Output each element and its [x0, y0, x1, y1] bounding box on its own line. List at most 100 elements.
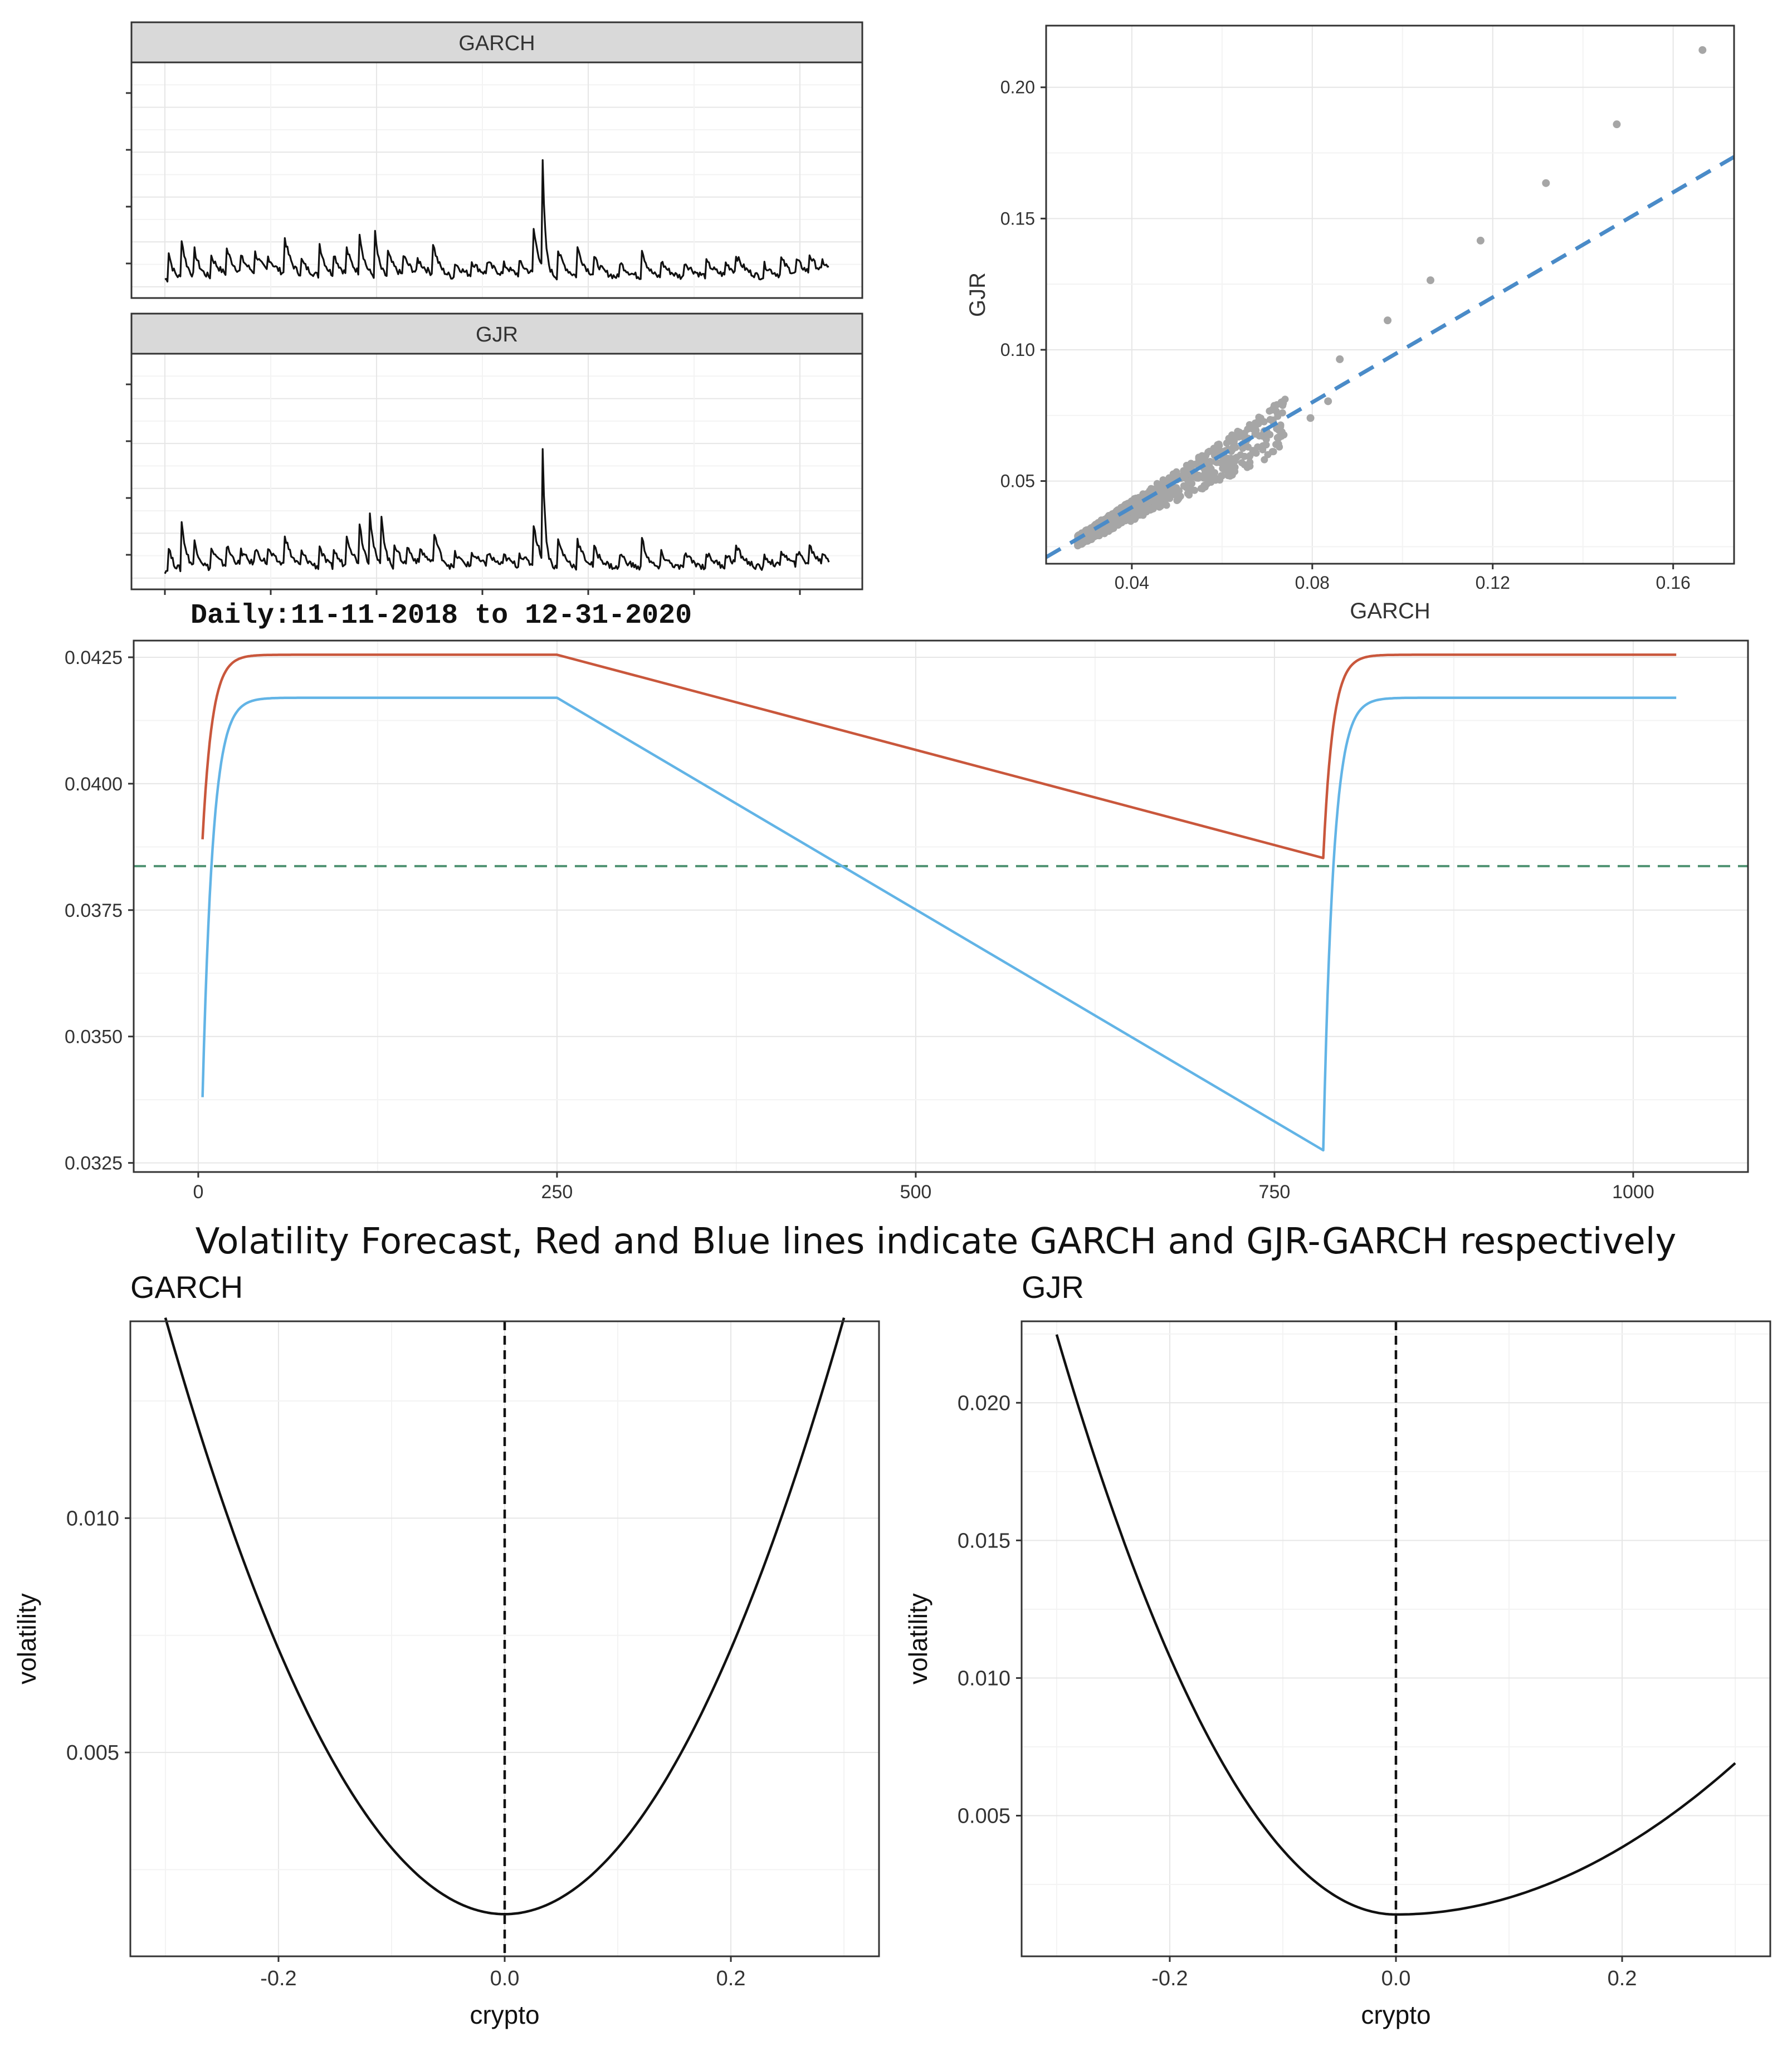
- scatter-point: [1083, 526, 1091, 534]
- scatter-point: [1198, 452, 1206, 460]
- scatter-point: [1105, 524, 1113, 532]
- x-tick-label: -0.2: [1151, 1967, 1188, 1990]
- y-tick-label: 0.0350: [65, 1027, 123, 1048]
- y-tick-label: 0.10: [1000, 340, 1035, 360]
- nic_garch-chart: -0.2 0.0 0.2 0.005 0.010 GARCH crypto volatilit…: [12, 1269, 880, 2029]
- x-axis-label: GARCH: [1350, 599, 1430, 623]
- scatter-point: [1613, 120, 1621, 129]
- scatter-point: [1229, 443, 1237, 451]
- impact-curve: [1055, 1334, 1736, 1916]
- scatter-point: [1132, 494, 1140, 502]
- scatter-point: [1124, 513, 1131, 521]
- scatter-point: [1200, 473, 1208, 481]
- scatter-point: [1135, 510, 1143, 517]
- scatter-point: [1203, 480, 1211, 487]
- scatter-point: [1140, 506, 1148, 514]
- series-panel-gjr: GJR: [126, 312, 863, 590]
- y-tick-label: 0.0375: [65, 900, 123, 921]
- x-tick-label: 0.16: [1656, 573, 1691, 593]
- x-tick-label: 0: [193, 1181, 203, 1203]
- x-tick-label: 0.0: [1381, 1967, 1411, 1990]
- scatter-point: [1210, 472, 1218, 480]
- scatter-point: [1190, 486, 1198, 494]
- scatter-point: [1183, 484, 1190, 491]
- forecast-line-gjr: [201, 696, 1677, 1152]
- forecast-chart: 0 250 500 750 1000 0.0325 0.0350 0.0375 0.0400 0.…: [65, 639, 1749, 1262]
- scatter-point: [1213, 458, 1220, 466]
- series-line: [164, 448, 830, 574]
- scatter-point: [1110, 519, 1117, 526]
- fit-line: [1045, 155, 1735, 559]
- y-tick-label: 0.015: [958, 1529, 1010, 1552]
- panel-border: [130, 353, 863, 590]
- scatter-point: [1269, 448, 1277, 456]
- scatter-point: [1260, 418, 1268, 426]
- scatter-point: [1426, 276, 1434, 285]
- series-chart: GARCH GJR Daily:11-11-2018 to 12-31-2020: [126, 21, 863, 632]
- series-panel-garch: GARCH: [126, 21, 863, 299]
- scatter-point: [1146, 506, 1154, 514]
- scatter-point: [1210, 448, 1218, 456]
- series-line: [164, 159, 829, 283]
- scatter-point: [1169, 470, 1177, 478]
- y-tick-label: 0.005: [66, 1741, 119, 1765]
- scatter-point: [1157, 490, 1165, 498]
- impact-curve: [164, 1317, 846, 1916]
- x-tick-label: 0.2: [716, 1967, 746, 1990]
- y-tick-label: 0.05: [1000, 471, 1035, 491]
- scatter-point: [1224, 457, 1232, 465]
- scatter-point: [1243, 463, 1251, 471]
- scatter-point: [1174, 496, 1182, 504]
- x-axis-label: crypto: [1361, 2000, 1430, 2029]
- panel-border: [1045, 25, 1735, 565]
- x-axis-label: crypto: [470, 2000, 539, 2029]
- y-tick-label: 0.010: [958, 1667, 1010, 1690]
- scatter-point: [1542, 179, 1550, 187]
- y-tick-label: 0.0325: [65, 1153, 123, 1174]
- y-tick-label: 0.0425: [65, 647, 123, 668]
- scatter-point: [1276, 443, 1283, 451]
- scatter-point: [1115, 520, 1123, 528]
- scatter-point: [1163, 501, 1170, 509]
- scatter-point: [1159, 481, 1166, 489]
- x-tick-label: -0.2: [260, 1967, 296, 1990]
- scatter-point: [1261, 431, 1268, 438]
- scatter-point: [1173, 484, 1180, 492]
- y-tick-label: 0.20: [1000, 77, 1035, 97]
- panel-title: GARCH: [130, 1269, 243, 1305]
- scatter-point: [1275, 433, 1282, 441]
- forecast-caption: Volatility Forecast, Red and Blue lines …: [196, 1221, 1677, 1262]
- scatter-point: [1180, 467, 1188, 475]
- nic_gjr-chart: -0.2 0.0 0.2 0.005 0.010 0.015 0.020 GJR crypto v…: [904, 1269, 1771, 2029]
- scatter-point: [1246, 452, 1254, 460]
- scatter-point: [1277, 428, 1285, 436]
- scatter-point: [1278, 399, 1286, 407]
- scatter-point: [1251, 419, 1259, 427]
- y-tick-label: 0.020: [958, 1391, 1010, 1415]
- x-tick-label: 0.08: [1295, 573, 1330, 593]
- x-tick-label: 500: [900, 1181, 932, 1203]
- x-tick-label: 250: [541, 1181, 573, 1203]
- panel-border: [130, 61, 863, 299]
- y-tick-label: 0.15: [1000, 208, 1035, 228]
- scatter-points: [1074, 46, 1707, 550]
- y-tick-label: 0.005: [958, 1804, 1010, 1828]
- scatter-point: [1258, 443, 1266, 451]
- strip-label-box: [130, 312, 863, 355]
- scatter-point: [1166, 495, 1174, 502]
- y-axis-label: GJR: [965, 272, 990, 317]
- scatter-point: [1251, 430, 1259, 438]
- scatter-point: [1267, 406, 1275, 414]
- x-tick-label: 0.0: [490, 1967, 520, 1990]
- forecast-line-garch: [201, 653, 1677, 860]
- strip-label-box: [130, 21, 863, 64]
- scatter-point: [1197, 485, 1205, 492]
- y-axis-label: volatility: [904, 1593, 932, 1684]
- scatter-point: [1244, 425, 1252, 433]
- x-tick-label: 0.2: [1608, 1967, 1637, 1990]
- y-axis-label: volatility: [12, 1593, 41, 1684]
- scatter-point: [1204, 448, 1212, 456]
- scatter-point: [1264, 451, 1272, 458]
- scatter-point: [1698, 46, 1707, 54]
